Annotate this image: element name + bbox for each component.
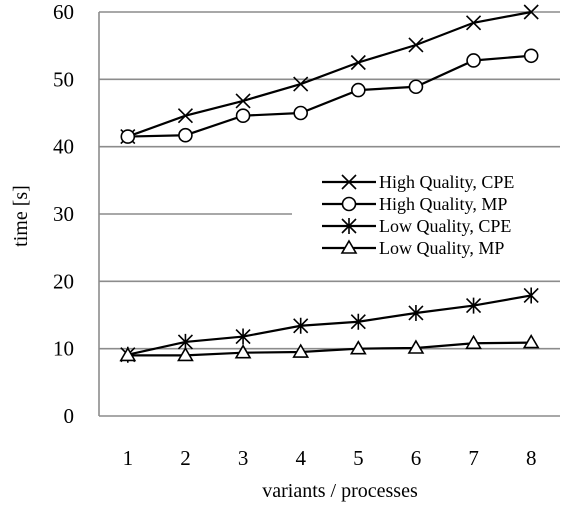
x-tick-label: 3 bbox=[238, 446, 249, 470]
data-point bbox=[465, 297, 482, 314]
data-point bbox=[349, 340, 367, 355]
series-1 bbox=[120, 4, 539, 145]
x-axis-title: variants / processes bbox=[262, 480, 418, 502]
legend-label: Low Quality, MP bbox=[379, 238, 504, 258]
data-point bbox=[293, 317, 309, 334]
data-point bbox=[235, 93, 251, 109]
y-tick-label: 0 bbox=[64, 404, 75, 428]
data-point bbox=[351, 82, 366, 98]
x-axis-ticks: 1 2 3 4 5 6 7 8 bbox=[123, 446, 537, 470]
x-tick-label: 6 bbox=[411, 446, 422, 470]
x-tick-label: 1 bbox=[123, 446, 134, 470]
data-point bbox=[465, 15, 482, 31]
data-point bbox=[341, 174, 357, 190]
y-tick-label: 60 bbox=[53, 0, 74, 24]
data-point bbox=[234, 344, 252, 359]
data-point bbox=[235, 108, 251, 123]
data-point bbox=[407, 339, 425, 354]
legend-label: High Quality, CPE bbox=[379, 172, 514, 192]
legend-label: High Quality, MP bbox=[379, 194, 507, 214]
gridlines bbox=[98, 11, 560, 417]
y-axis-ticks: 0 10 20 30 40 50 60 bbox=[53, 0, 74, 428]
x-tick-label: 2 bbox=[180, 446, 191, 470]
y-tick-label: 20 bbox=[53, 269, 74, 293]
y-tick-label: 50 bbox=[53, 67, 74, 91]
data-point bbox=[522, 334, 540, 349]
series-4 bbox=[119, 334, 540, 362]
data-point bbox=[292, 343, 310, 358]
series-line bbox=[127, 341, 532, 357]
y-tick-label: 40 bbox=[53, 135, 74, 159]
data-point bbox=[523, 4, 539, 20]
data-point bbox=[120, 129, 136, 144]
series-lines bbox=[119, 4, 540, 363]
data-point bbox=[341, 196, 357, 212]
series-line bbox=[127, 294, 532, 356]
legend-label: Low Quality, CPE bbox=[379, 216, 511, 236]
legend-item: High Quality, MP bbox=[322, 194, 507, 214]
data-point bbox=[408, 304, 424, 321]
data-point bbox=[293, 76, 309, 92]
data-point bbox=[408, 79, 424, 95]
y-tick-label: 10 bbox=[53, 337, 74, 361]
data-point bbox=[178, 127, 193, 143]
data-point bbox=[340, 239, 358, 254]
data-point bbox=[235, 328, 251, 345]
data-point bbox=[119, 346, 137, 362]
data-point bbox=[350, 54, 366, 71]
y-tick-label: 30 bbox=[53, 202, 74, 226]
data-point bbox=[408, 37, 424, 53]
series-2 bbox=[120, 48, 539, 144]
data-point bbox=[341, 218, 357, 234]
series-3 bbox=[120, 287, 539, 363]
x-tick-label: 8 bbox=[526, 446, 537, 470]
data-point bbox=[465, 334, 482, 350]
data-point bbox=[177, 346, 194, 362]
data-point bbox=[350, 313, 366, 330]
legend-item: High Quality, CPE bbox=[322, 172, 514, 192]
data-point bbox=[523, 287, 539, 304]
y-axis-title: time [s] bbox=[10, 185, 32, 247]
x-tick-label: 4 bbox=[295, 446, 306, 470]
series-line bbox=[127, 54, 532, 138]
x-tick-label: 5 bbox=[353, 446, 364, 470]
data-point bbox=[177, 108, 194, 124]
data-point bbox=[293, 105, 308, 121]
data-point bbox=[523, 48, 539, 64]
x-tick-label: 7 bbox=[468, 446, 479, 470]
series-line bbox=[127, 10, 532, 138]
data-point bbox=[466, 53, 481, 68]
legend-item: Low Quality, MP bbox=[322, 238, 504, 258]
legend-item: Low Quality, CPE bbox=[322, 216, 511, 236]
